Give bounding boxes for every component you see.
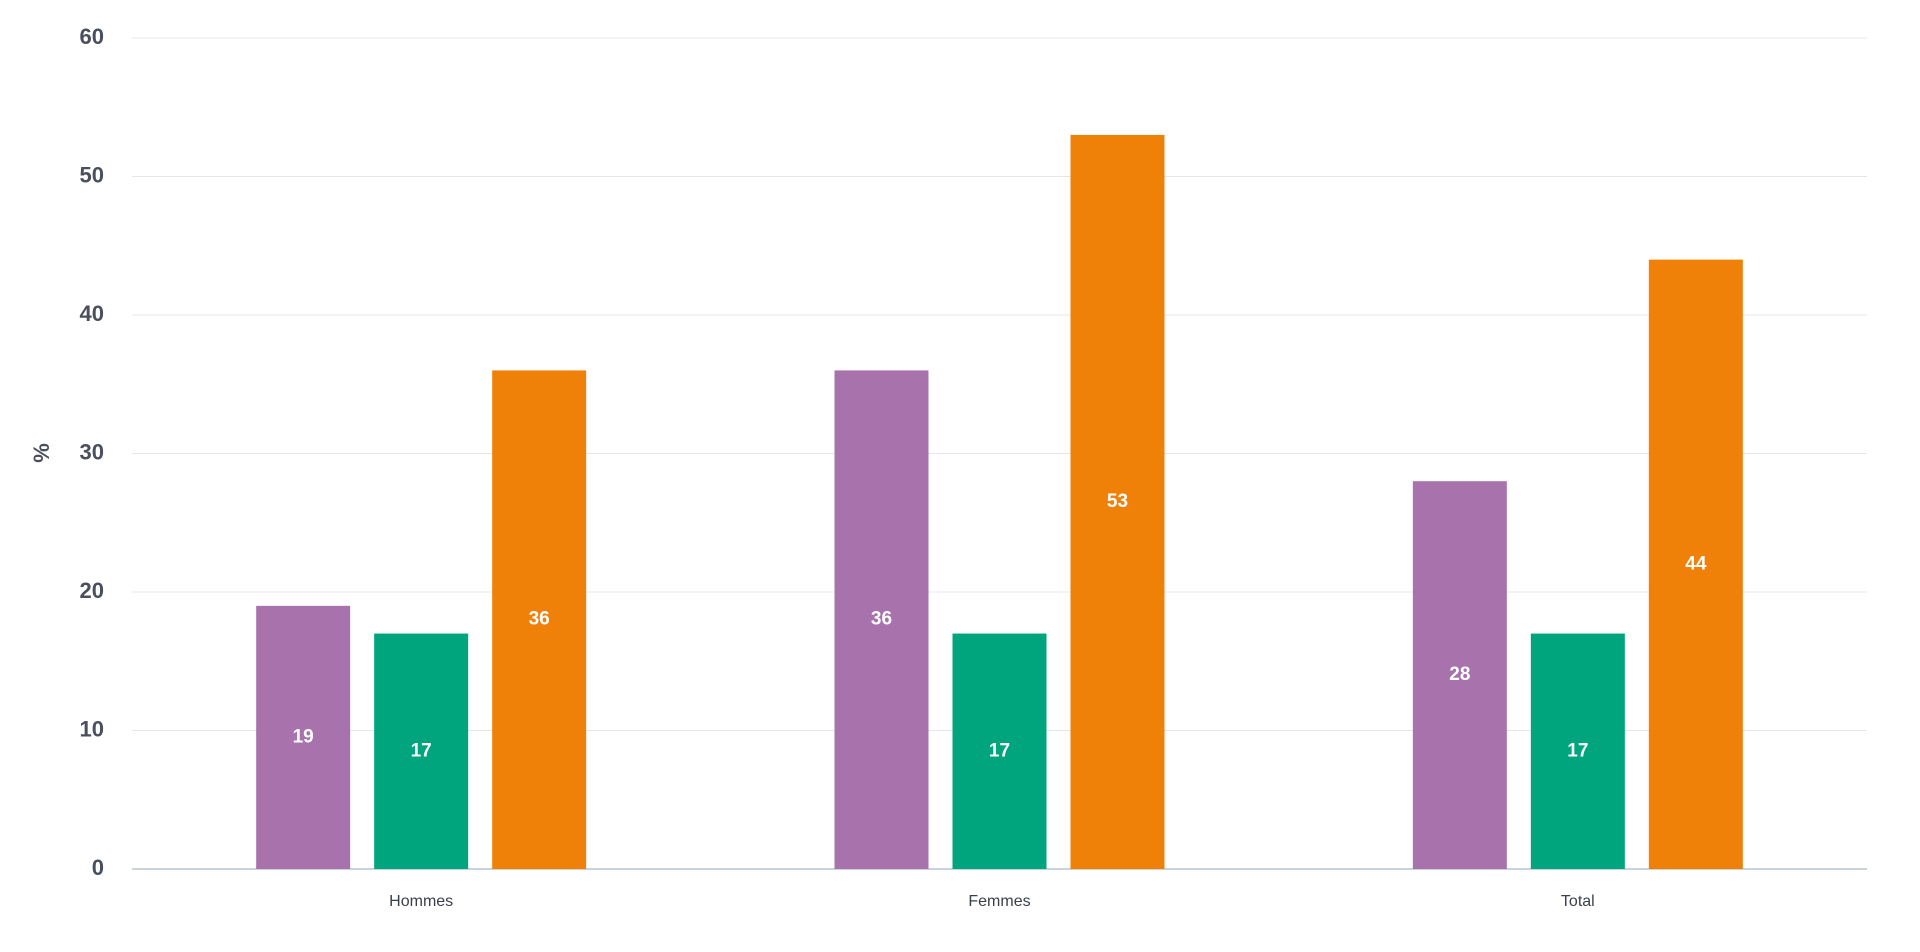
y-tick-label: 50: [80, 162, 104, 187]
value-label: 36: [529, 609, 550, 630]
bar: [1530, 633, 1625, 869]
bar: [374, 633, 469, 869]
x-tick-label: Femmes: [968, 893, 1030, 910]
y-tick-label: 30: [80, 439, 104, 464]
bar: [492, 370, 587, 869]
y-tick-label: 60: [80, 24, 104, 49]
value-label: 53: [1107, 491, 1128, 512]
value-label: 36: [871, 609, 892, 630]
value-label: 17: [411, 740, 432, 761]
bar: [1070, 134, 1165, 869]
y-tick-label: 10: [80, 716, 104, 741]
y-tick-label: 0: [92, 855, 104, 880]
bar: [952, 633, 1047, 869]
y-axis-label: %: [29, 443, 54, 463]
value-label: 44: [1685, 553, 1707, 574]
y-tick-label: 20: [80, 578, 104, 603]
x-tick-label: Total: [1561, 893, 1595, 910]
bar: [1412, 481, 1507, 869]
value-label: 19: [293, 726, 314, 747]
y-tick-label: 40: [80, 301, 104, 326]
bar: [256, 605, 351, 869]
value-label: 17: [989, 740, 1010, 761]
value-label: 28: [1449, 664, 1470, 685]
value-label: 17: [1567, 740, 1588, 761]
bar: [834, 370, 929, 869]
bar: [1648, 259, 1743, 870]
x-tick-label: Hommes: [389, 893, 453, 910]
